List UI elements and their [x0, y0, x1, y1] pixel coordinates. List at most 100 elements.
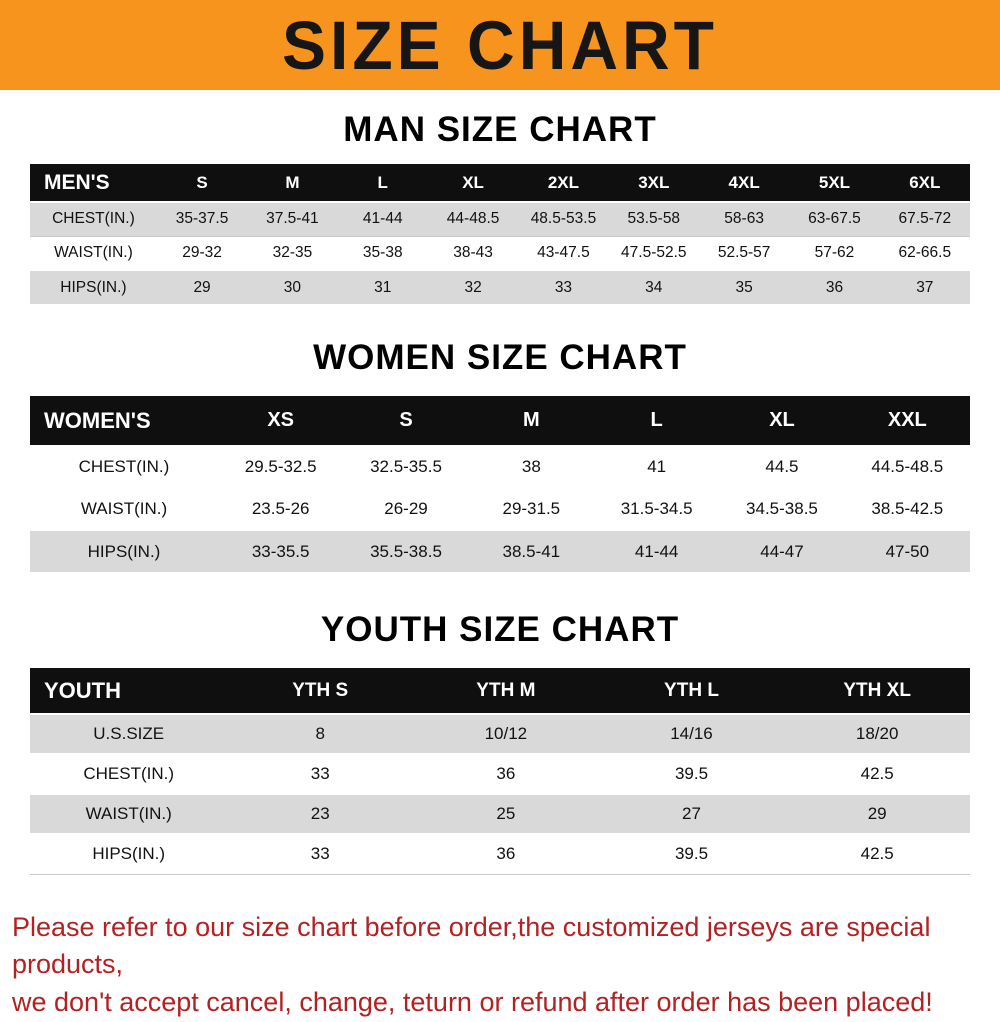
- size-cell: 32: [464, 278, 482, 296]
- size-cell: 41-44: [634, 541, 679, 561]
- size-cell: 47.5-52.5: [621, 243, 687, 261]
- disclaimer-line-1: Please refer to our size chart before or…: [12, 911, 931, 980]
- row-label: HIPS(IN.): [92, 844, 166, 864]
- size-cell: 26-29: [384, 499, 428, 518]
- column-header: S: [156, 164, 248, 202]
- size-cell: 8: [315, 724, 325, 743]
- size-cell: 39.5: [674, 764, 709, 783]
- header-row: MEN'S S M L XL 2XL 3XL 4XL 5XL 6XL: [30, 164, 970, 202]
- row-label: U.S.SIZE: [93, 724, 165, 743]
- table-row: HIPS(IN.) 33 36 39.5 42.5: [30, 834, 970, 874]
- men-section: MAN SIZE CHART MEN'S S M L XL 2XL 3XL 4XL 5XL 6XL…: [0, 110, 1000, 304]
- table-row: CHEST(IN.) 33 36 39.5 42.5: [30, 754, 970, 794]
- size-cell: 38.5-41: [502, 541, 561, 561]
- size-cell: 35: [735, 278, 753, 296]
- column-header: S: [343, 396, 469, 446]
- youth-size-table: YOUTH YTH S YTH M YTH L YTH XL U.S.SIZE 8 10/12…: [30, 668, 970, 875]
- row-label: CHEST(IN.): [78, 457, 170, 476]
- size-cell: 32-35: [272, 243, 313, 261]
- size-cell: 36: [825, 278, 844, 296]
- column-header: 4XL: [698, 164, 790, 202]
- women-size-table: WOMEN'S XS S M L XL XXL CHEST(IN.) 29.5-32.5 32.5…: [30, 396, 970, 572]
- column-header: L: [593, 396, 720, 446]
- size-cell: 53.5-58: [627, 210, 681, 228]
- size-cell: 27: [682, 804, 701, 823]
- column-header: YTH L: [598, 668, 785, 714]
- size-cell: 42.5: [860, 844, 894, 864]
- size-cell: 38: [521, 457, 541, 476]
- men-size-table: MEN'S S M L XL 2XL 3XL 4XL 5XL 6XL CHEST(IN.) 35-37…: [30, 164, 970, 304]
- size-cell: 42.5: [860, 764, 894, 783]
- size-cell: 34: [645, 278, 663, 296]
- size-cell: 29-31.5: [502, 499, 561, 518]
- size-cell: 38.5-42.5: [871, 499, 944, 518]
- size-cell: 23.5-26: [251, 499, 310, 518]
- youth-section-heading: YOUTH SIZE CHART: [320, 610, 680, 649]
- size-cell: 36: [496, 764, 516, 783]
- size-cell: 34.5-38.5: [746, 499, 818, 518]
- table-row: CHEST(IN.) 35-37.5 37.5-41 41-44 44-48.5 48.5…: [30, 202, 970, 236]
- size-cell: 32.5-35.5: [370, 457, 442, 476]
- column-header: M: [468, 396, 594, 446]
- column-header: L: [337, 164, 428, 202]
- column-header: YTH S: [227, 668, 414, 714]
- disclaimer-line-2: we don't accept cancel, change, teturn o…: [12, 987, 933, 1018]
- size-cell: 39.5: [674, 844, 709, 864]
- size-cell: 35.5-38.5: [370, 541, 442, 561]
- size-cell: 44-48.5: [446, 210, 500, 228]
- table-row: CHEST(IN.) 29.5-32.5 32.5-35.5 38 41 44.5 44.5…: [30, 446, 970, 488]
- row-label: CHEST(IN.): [83, 764, 175, 783]
- size-cell: 52.5-57: [717, 243, 771, 261]
- row-label: HIPS(IN.): [87, 541, 161, 561]
- row-label: WAIST(IN.): [54, 243, 133, 261]
- table-row: WAIST(IN.) 23.5-26 26-29 29-31.5 31.5-34.5 34…: [30, 488, 970, 530]
- row-label: CHEST(IN.): [52, 210, 135, 228]
- size-cell: 47-50: [885, 541, 930, 561]
- size-cell: 10/12: [484, 724, 528, 743]
- column-header: XS: [218, 396, 344, 446]
- size-cell: 35-37.5: [175, 210, 229, 228]
- size-cell: 63-67.5: [808, 210, 861, 228]
- row-label: WAIST(IN.): [80, 499, 168, 518]
- size-cell: 48.5-53.5: [530, 210, 597, 228]
- size-cell: 35-38: [362, 243, 403, 261]
- disclaimer: Please refer to our size chart before or…: [0, 909, 1000, 1022]
- charts-main: MAN SIZE CHART MEN'S S M L XL 2XL 3XL 4XL 5XL 6XL…: [0, 110, 1000, 875]
- column-header: M: [247, 164, 338, 202]
- size-cell: 44.5-48.5: [871, 457, 944, 476]
- men-section-heading: MAN SIZE CHART: [343, 110, 657, 149]
- size-cell: 14/16: [670, 724, 713, 743]
- size-cell: 29: [193, 278, 211, 296]
- size-cell: 58-63: [724, 210, 764, 228]
- table-row: HIPS(IN.) 29 30 31 32 33 34 35 36 37: [30, 270, 970, 304]
- size-cell: 57-62: [814, 243, 855, 261]
- women-section: WOMEN SIZE CHART WOMEN'S XS S M L XL XXL CHEST(…: [0, 338, 1000, 572]
- table-row: WAIST(IN.) 23 25 27 29: [30, 794, 970, 834]
- size-cell: 29.5-32.5: [244, 457, 317, 476]
- women-section-heading: WOMEN SIZE CHART: [313, 338, 687, 377]
- column-header: YTH M: [413, 668, 599, 714]
- size-cell: 36: [496, 844, 516, 864]
- column-header: 6XL: [879, 164, 970, 202]
- table-row: WAIST(IN.) 29-32 32-35 35-38 38-43 43-47.5 47.…: [30, 236, 970, 270]
- row-label: WAIST(IN.): [85, 804, 172, 823]
- page-title: SIZE CHART: [282, 6, 718, 84]
- table-label: YOUTH: [30, 668, 228, 714]
- size-cell: 44.5: [765, 457, 799, 476]
- size-cell: 29: [867, 804, 887, 823]
- header-row: WOMEN'S XS S M L XL XXL: [30, 396, 970, 446]
- size-cell: 18/20: [855, 724, 899, 743]
- size-cell: 31: [374, 278, 392, 296]
- youth-table-wrap: YOUTH YTH S YTH M YTH L YTH XL U.S.SIZE 8 10/12…: [0, 668, 1000, 875]
- size-cell: 33-35.5: [251, 541, 310, 561]
- size-cell: 41: [647, 457, 667, 476]
- size-cell: 62-66.5: [898, 243, 952, 261]
- banner: SIZE CHART: [0, 0, 1000, 90]
- size-cell: 38-43: [453, 243, 493, 261]
- column-header: 5XL: [789, 164, 880, 202]
- column-header: XL: [427, 164, 519, 202]
- women-table-wrap: WOMEN'S XS S M L XL XXL CHEST(IN.) 29.5-32.5 32.5…: [0, 396, 1000, 572]
- row-label: HIPS(IN.): [60, 278, 127, 296]
- table-row: HIPS(IN.) 33-35.5 35.5-38.5 38.5-41 41-44 44-…: [30, 530, 970, 572]
